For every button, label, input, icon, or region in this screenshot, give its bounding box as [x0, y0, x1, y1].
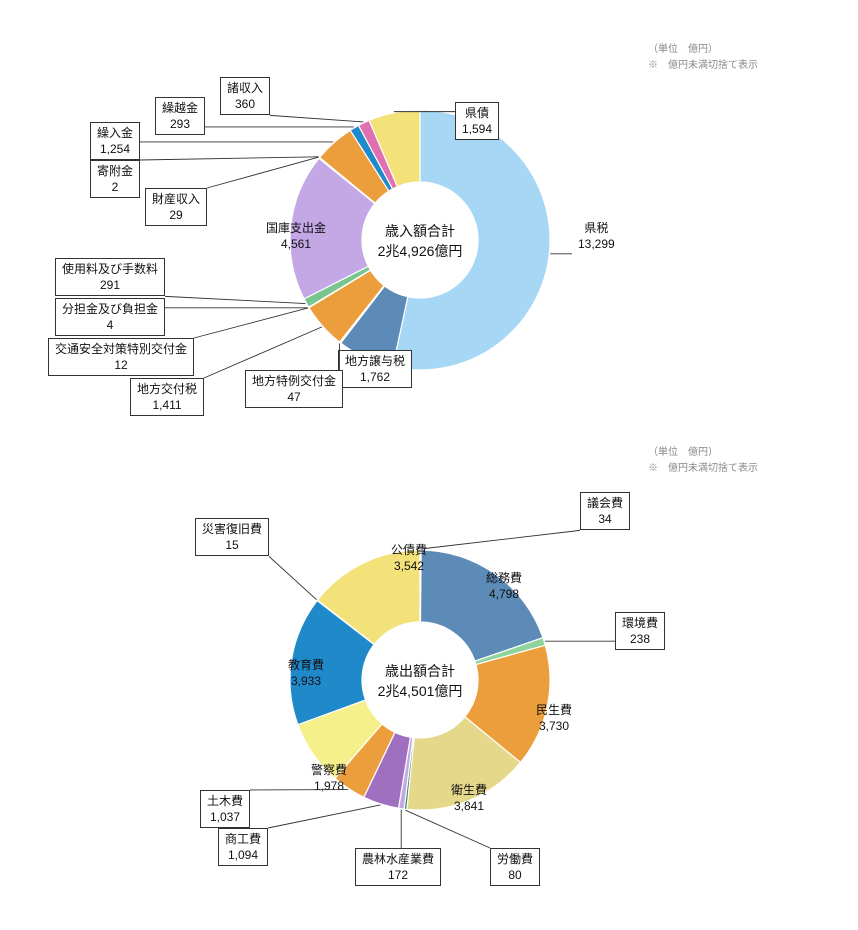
slice-label-value: 360 [227, 96, 263, 112]
slice-label: 県債1,594 [455, 102, 499, 140]
slice-label-value: 1,762 [345, 369, 405, 385]
slice-label: 公債費3,542 [385, 540, 433, 576]
slice-label-value: 34 [587, 511, 623, 527]
slice-label: 使用料及び手数料291 [55, 258, 165, 296]
slice-label: 労働費80 [490, 848, 540, 886]
slice-label-value: 3,933 [288, 673, 324, 689]
slice-label-name: 議会費 [587, 495, 623, 511]
slice-label-value: 293 [162, 116, 198, 132]
slice-label: 財産収入29 [145, 188, 207, 226]
slice-label-name: 商工費 [225, 831, 261, 847]
slice-label-value: 1,594 [462, 121, 492, 137]
slice-label: 地方交付税1,411 [130, 378, 204, 416]
slice-label: 農林水産業費172 [355, 848, 441, 886]
slice-label-value: 1,094 [225, 847, 261, 863]
slice-label-value: 12 [55, 357, 187, 373]
slice-label: 環境費238 [615, 612, 665, 650]
slice-label-value: 1,037 [207, 809, 243, 825]
slice-label-value: 47 [252, 389, 336, 405]
slice-label: 地方特例交付金47 [245, 370, 343, 408]
slice-label-name: 公債費 [391, 542, 427, 558]
slice-label-name: 使用料及び手数料 [62, 261, 158, 277]
slice-label-name: 総務費 [486, 570, 522, 586]
slice-label: 県税13,299 [572, 218, 621, 254]
slice-label-value: 2 [97, 179, 133, 195]
slice-label: 交通安全対策特別交付金12 [48, 338, 194, 376]
slice-label-value: 172 [362, 867, 434, 883]
slice-label: 分担金及び負担金4 [55, 298, 165, 336]
slice-label: 土木費1,037 [200, 790, 250, 828]
slice-label-name: 労働費 [497, 851, 533, 867]
slice-label-value: 15 [202, 537, 262, 553]
slice-label: 地方譲与税1,762 [338, 350, 412, 388]
slice-label-value: 1,254 [97, 141, 133, 157]
slice-label: 民生費3,730 [530, 700, 578, 736]
slice-label-value: 80 [497, 867, 533, 883]
slice-label-name: 交通安全対策特別交付金 [55, 341, 187, 357]
slice-label-name: 分担金及び負担金 [62, 301, 158, 317]
slice-label: 寄附金2 [90, 160, 140, 198]
slice-label-value: 29 [152, 207, 200, 223]
slice-label: 衛生費3,841 [445, 780, 493, 816]
slice-label-name: 地方交付税 [137, 381, 197, 397]
slice-label: 総務費4,798 [480, 568, 528, 604]
slice-label: 教育費3,933 [282, 655, 330, 691]
slice-label: 繰越金293 [155, 97, 205, 135]
slice-label: 災害復旧費15 [195, 518, 269, 556]
slice-label-name: 衛生費 [451, 782, 487, 798]
slice-label-name: 寄附金 [97, 163, 133, 179]
slice-label: 商工費1,094 [218, 828, 268, 866]
slice-label-value: 1,978 [311, 778, 347, 794]
slice-label-name: 繰入金 [97, 125, 133, 141]
slice-label-name: 財産収入 [152, 191, 200, 207]
slice-label-name: 国庫支出金 [266, 220, 326, 236]
slice-label-value: 4,798 [486, 586, 522, 602]
slice-label-name: 諸収入 [227, 80, 263, 96]
slice-label-value: 3,841 [451, 798, 487, 814]
slice-label-value: 4,561 [266, 236, 326, 252]
slice-label: 国庫支出金4,561 [260, 218, 332, 254]
slice-label-name: 災害復旧費 [202, 521, 262, 537]
slice-label-name: 土木費 [207, 793, 243, 809]
slice-label-name: 地方譲与税 [345, 353, 405, 369]
slice-label-name: 繰越金 [162, 100, 198, 116]
slice-label-value: 4 [62, 317, 158, 333]
slice-label-name: 地方特例交付金 [252, 373, 336, 389]
slice-label-value: 291 [62, 277, 158, 293]
slice-label-name: 教育費 [288, 657, 324, 673]
slice-label-name: 警察費 [311, 762, 347, 778]
slice-label: 諸収入360 [220, 77, 270, 115]
slice-label-name: 県債 [462, 105, 492, 121]
unit-note-line1: （単位 億円） [648, 447, 718, 458]
slice-label-name: 民生費 [536, 702, 572, 718]
slice-label-name: 農林水産業費 [362, 851, 434, 867]
revenue-donut-svg [0, 0, 858, 460]
slice-label-value: 3,730 [536, 718, 572, 734]
slice-label: 警察費1,978 [305, 760, 353, 796]
slice-label-name: 県税 [578, 220, 615, 236]
slice-label: 議会費34 [580, 492, 630, 530]
slice-label-value: 1,411 [137, 397, 197, 413]
slice-label-value: 238 [622, 631, 658, 647]
slice-label: 繰入金1,254 [90, 122, 140, 160]
slice-label-value: 13,299 [578, 236, 615, 252]
slice-label-value: 3,542 [391, 558, 427, 574]
slice-label-name: 環境費 [622, 615, 658, 631]
